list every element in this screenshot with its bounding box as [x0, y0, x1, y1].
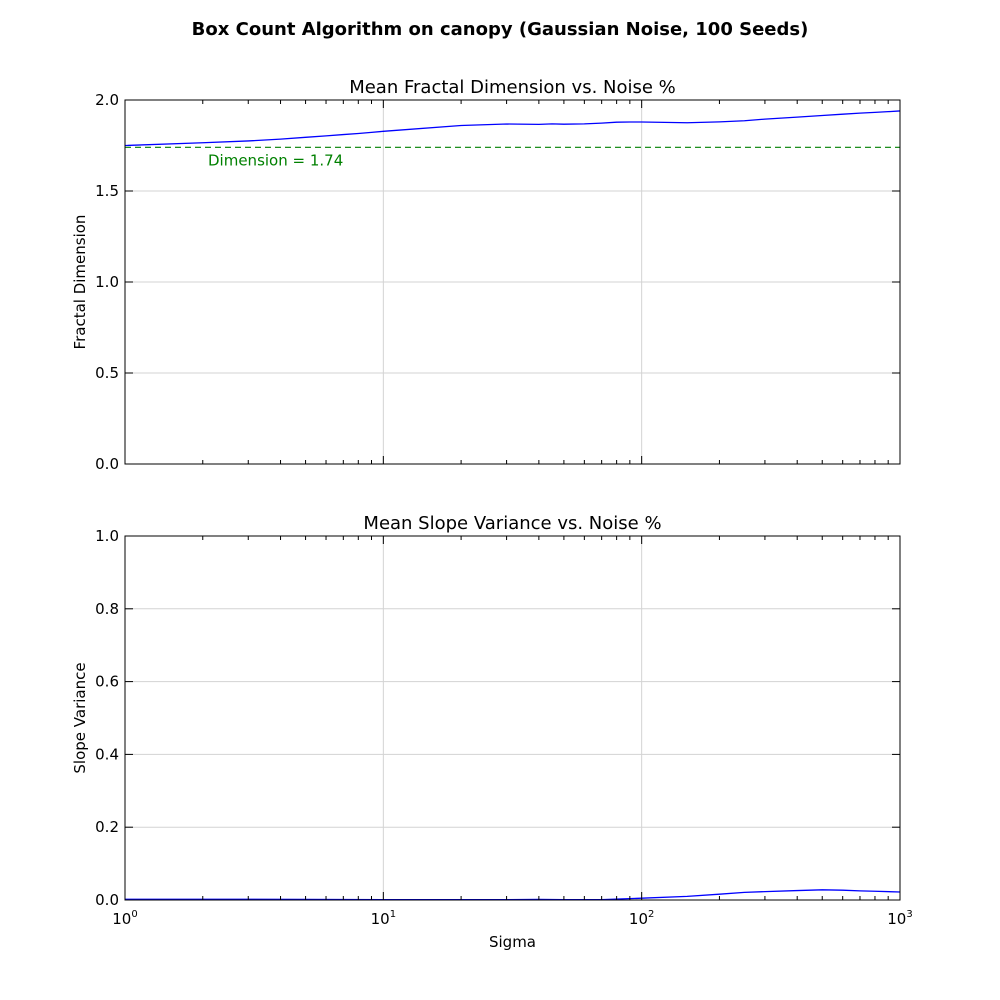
y-tick-label: 0.2	[95, 818, 119, 836]
y-tick-label: 0.0	[95, 891, 119, 909]
y-tick-label: 1.0	[95, 527, 119, 545]
x-tick-exponent: 2	[648, 909, 654, 920]
x-tick-exponent: 1	[390, 909, 396, 920]
x-tick-label: 102	[629, 909, 654, 928]
panel-slope-variance: Mean Slope Variance vs. Noise % Slope Va…	[71, 513, 913, 951]
x-tick-label: 101	[371, 909, 396, 928]
y-tick-label: 0.5	[95, 364, 119, 382]
y-tick-label: 0.6	[95, 673, 119, 691]
x-tick-base: 10	[112, 910, 131, 928]
y-tick-label: 1.0	[95, 273, 119, 291]
y-tick-label: 0.8	[95, 600, 119, 618]
x-tick-base: 10	[371, 910, 390, 928]
tick-layer: 0.0 0.5 1.0 1.5 2.0	[95, 91, 901, 473]
grid-layer	[125, 100, 900, 464]
reference-line-label: Dimension = 1.74	[208, 151, 343, 169]
y-axis-label: Slope Variance	[71, 662, 89, 773]
panel-title: Mean Fractal Dimension vs. Noise %	[349, 77, 676, 98]
y-tick-label: 0.4	[95, 745, 119, 763]
figure-suptitle: Box Count Algorithm on canopy (Gaussian …	[192, 19, 809, 40]
x-tick-base: 10	[887, 910, 906, 928]
x-tick-exponent: 3	[906, 909, 912, 920]
series-line	[125, 889, 901, 901]
reference-layer: Dimension = 1.74	[125, 146, 900, 169]
panel-title: Mean Slope Variance vs. Noise %	[363, 513, 661, 534]
x-tick-exponent: 0	[131, 909, 137, 920]
plot-frame	[124, 535, 901, 901]
y-axis-label: Fractal Dimension	[71, 215, 89, 350]
series-layer	[124, 110, 901, 147]
x-tick-label: 103	[887, 909, 912, 928]
y-tick-label: 0.0	[95, 455, 119, 473]
x-axis-label: Sigma	[489, 933, 536, 951]
x-tick-label: 100	[112, 909, 137, 928]
panel-fractal-dimension: Mean Fractal Dimension vs. Noise % Fract…	[71, 77, 901, 473]
series-layer	[125, 889, 901, 901]
x-tick-base: 10	[629, 910, 648, 928]
series-line	[124, 110, 901, 147]
y-tick-label: 1.5	[95, 182, 119, 200]
y-tick-label: 2.0	[95, 91, 119, 109]
grid-layer	[125, 536, 900, 900]
